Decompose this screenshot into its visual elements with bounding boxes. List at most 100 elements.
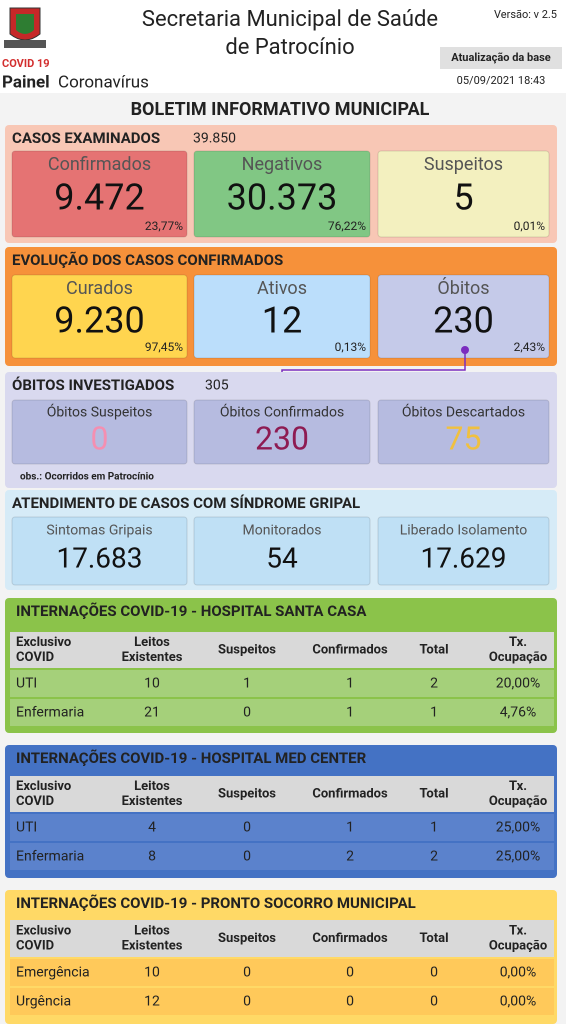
card-value: 54 [266, 541, 298, 574]
column-header: Existentes [122, 650, 183, 665]
hospital-title: INTERNAÇÕES COVID-19 - HOSPITAL MED CENT… [16, 749, 367, 767]
table-header [10, 632, 554, 668]
card-pct: 23,77% [145, 219, 183, 233]
card [377, 399, 550, 465]
update-date: 05/09/2021 18:43 [457, 74, 546, 87]
table-cell: 0 [243, 965, 251, 981]
table-row [10, 959, 554, 986]
card-label: Curados [66, 278, 133, 299]
table-row [10, 670, 554, 697]
column-header: COVID [16, 650, 54, 665]
table-cell: Enfermaria [16, 705, 84, 721]
card-pct: 76,22% [328, 219, 366, 233]
card [377, 150, 550, 238]
section-title: ÓBITOS INVESTIGADOS [12, 376, 174, 394]
column-header: Ocupação [489, 650, 547, 665]
card-value: 30.373 [227, 177, 338, 219]
table-cell: 0 [243, 820, 251, 836]
column-header: Existentes [122, 938, 183, 953]
card-label: Sintomas Gripais [46, 523, 152, 539]
column-header: Confirmados [312, 642, 388, 657]
column-header: Confirmados [312, 931, 388, 946]
column-header: Leitos [134, 779, 170, 794]
section-title: EVOLUÇÃO DOS CASOS CONFIRMADOS [12, 251, 283, 269]
card-value: 0 [91, 419, 109, 457]
column-header: COVID [16, 794, 54, 809]
card-value: 17.683 [56, 541, 142, 574]
title: Secretaria Municipal de Saúde [142, 7, 438, 32]
card [193, 274, 371, 359]
card [377, 274, 550, 359]
table-cell: 4,76% [500, 705, 537, 721]
section-total: 305 [205, 378, 229, 394]
table-cell: 0,00% [500, 994, 537, 1010]
table-header [10, 920, 554, 957]
table-cell: Urgência [16, 994, 71, 1010]
table-cell: 1 [346, 820, 354, 836]
table-cell: 25,00% [496, 820, 540, 836]
table-cell: 1 [243, 676, 251, 692]
card-pct: 2,43% [514, 340, 546, 354]
update-label: Atualização da base [451, 51, 550, 64]
table-cell: 20,00% [496, 676, 540, 692]
column-header: Leitos [134, 635, 170, 650]
table-cell: 10 [144, 965, 160, 981]
table-cell: 0 [243, 705, 251, 721]
card-value: 17.629 [420, 541, 506, 574]
card-label: Confirmados [48, 154, 151, 175]
column-header: Suspeitos [218, 931, 276, 946]
version: Versão: v 2.5 [494, 8, 557, 21]
card-value: 12 [262, 300, 302, 342]
table-cell: 8 [148, 849, 156, 865]
table-cell: 0 [346, 994, 354, 1010]
title: de Patrocínio [225, 35, 354, 60]
table-row [10, 699, 554, 726]
table-header [10, 776, 554, 812]
card-label: Óbitos Confirmados [220, 403, 344, 421]
card [377, 516, 550, 586]
column-header: Exclusivo [16, 635, 71, 650]
section-title: ATENDIMENTO DE CASOS COM SÍNDROME GRIPAL [12, 494, 360, 512]
card [193, 150, 371, 238]
column-header: Existentes [122, 794, 183, 809]
card [11, 516, 188, 586]
card [11, 399, 188, 465]
table-cell: 0 [430, 994, 438, 1010]
column-header: Exclusivo [16, 779, 71, 794]
table-cell: 2 [430, 676, 438, 692]
hospital-title: INTERNAÇÕES COVID-19 - HOSPITAL SANTA CA… [16, 602, 367, 620]
card-label: Suspeitos [424, 154, 503, 175]
table-cell: 2 [430, 849, 438, 865]
column-header: Total [419, 786, 448, 801]
bulletin-title: BOLETIM INFORMATIVO MUNICIPAL [131, 99, 430, 120]
column-header: Suspeitos [218, 786, 276, 801]
hospital-title: INTERNAÇÕES COVID-19 - PRONTO SOCORRO MU… [16, 894, 416, 912]
card-pct: 0,13% [335, 340, 367, 354]
column-header: Ocupação [489, 938, 547, 953]
table-cell: 4 [148, 820, 156, 836]
table-cell: 0 [430, 965, 438, 981]
column-header: Confirmados [312, 786, 388, 801]
table-cell: 1 [346, 705, 354, 721]
covid-label: COVID 19 [2, 57, 50, 70]
card-value: 9.472 [54, 177, 144, 219]
table-cell: 1 [430, 705, 438, 721]
card-value: 75 [446, 419, 482, 457]
table-cell: 0 [243, 849, 251, 865]
card-label: Negativos [242, 154, 323, 175]
table-cell: 1 [430, 820, 438, 836]
column-header: Total [419, 931, 448, 946]
table-cell: 0 [243, 994, 251, 1010]
table-row [10, 988, 554, 1015]
card-label: Óbitos Suspeitos [47, 403, 153, 421]
table-row [10, 843, 554, 870]
logo [4, 7, 46, 48]
table-cell: 12 [144, 994, 160, 1010]
column-header: Tx. [509, 635, 527, 650]
card-label: Ativos [257, 278, 307, 299]
table-cell: 0 [346, 965, 354, 981]
column-header: Suspeitos [218, 642, 276, 657]
column-header: Tx. [509, 779, 527, 794]
update-box [440, 47, 562, 69]
card-value: 230 [255, 419, 309, 457]
